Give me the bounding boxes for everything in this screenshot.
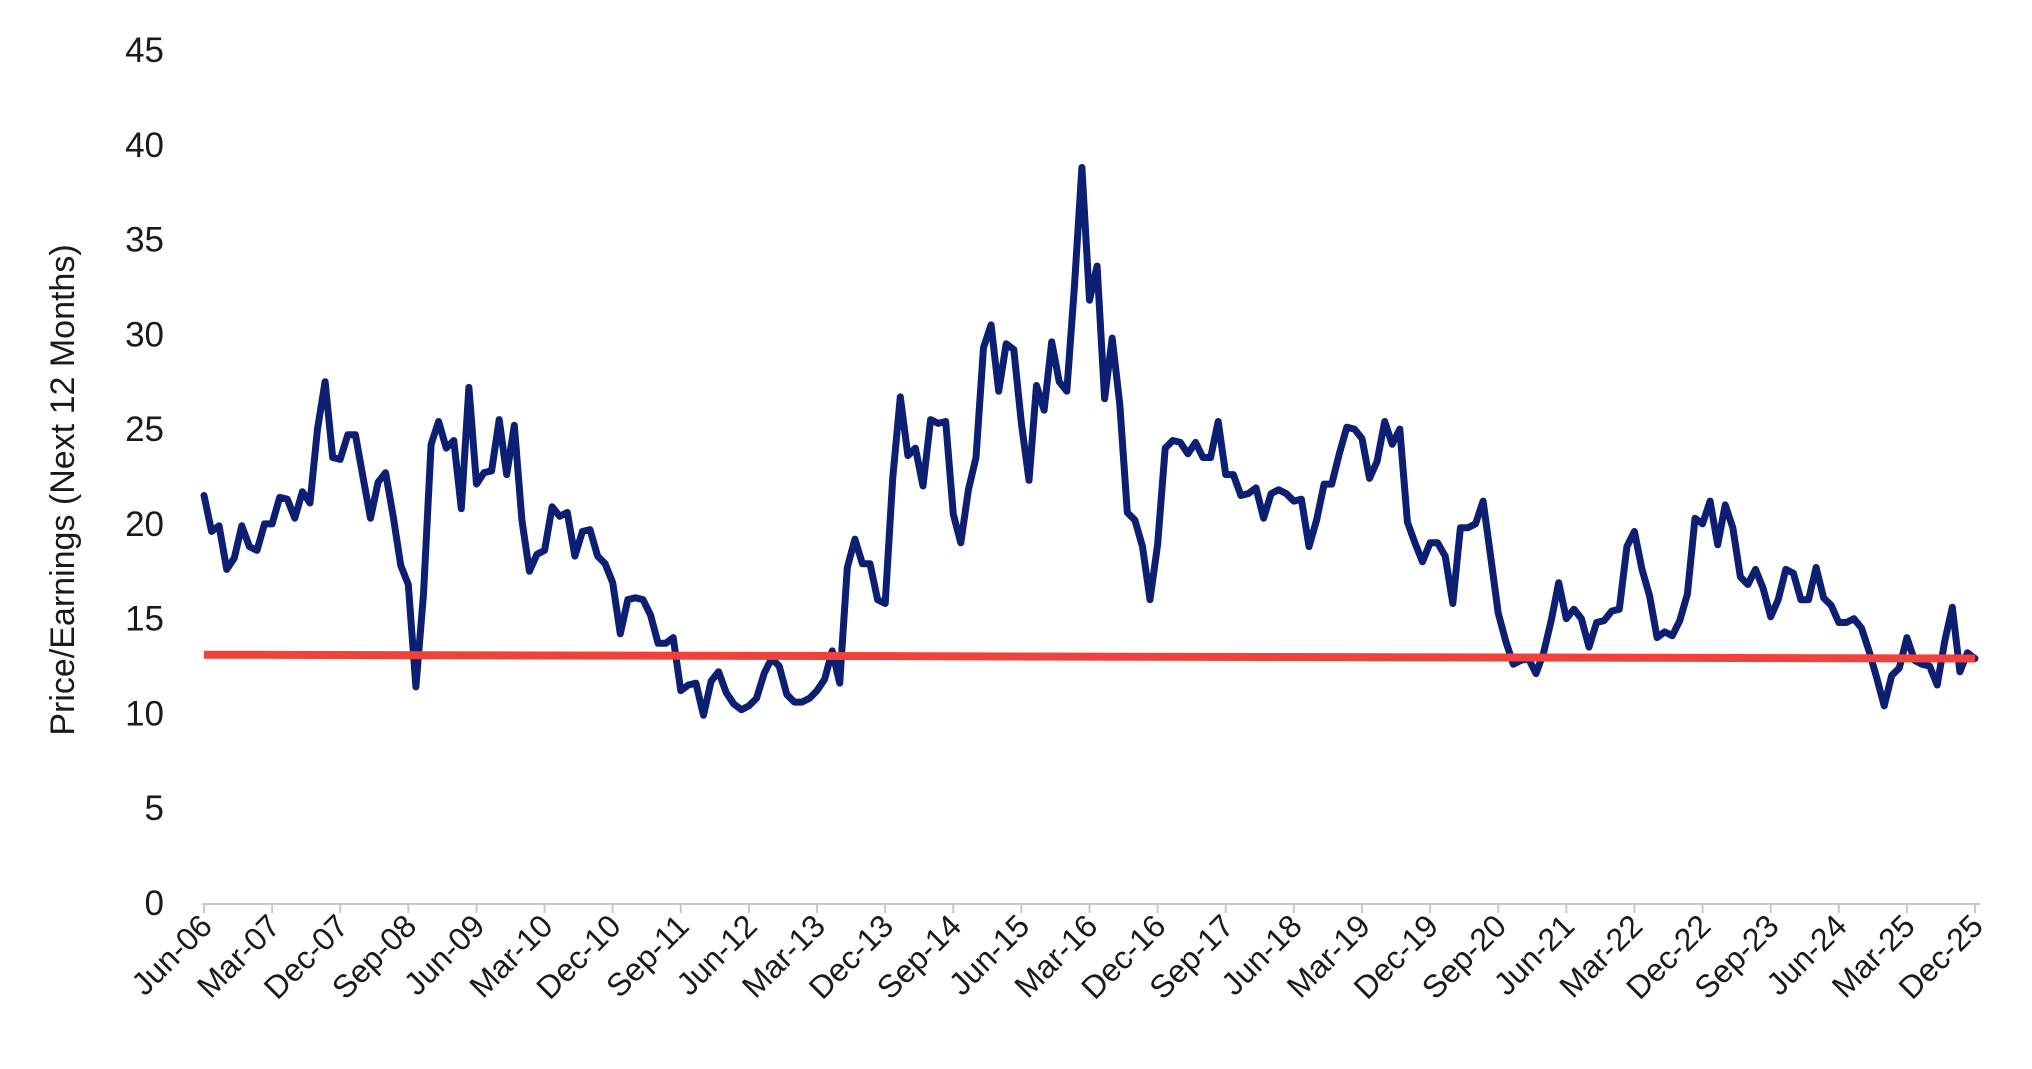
y-tick-label: 35 bbox=[125, 221, 164, 260]
y-axis-title-group: Price/Earnings (Next 12 Months) bbox=[44, 244, 82, 735]
average-pe-line bbox=[203, 650, 1976, 663]
y-tick-label: 5 bbox=[145, 789, 164, 828]
y-tick-label: 15 bbox=[125, 600, 164, 639]
y-tick-label: 45 bbox=[125, 31, 164, 70]
y-tick-label: 20 bbox=[125, 505, 164, 544]
y-tick-label: 0 bbox=[145, 884, 164, 923]
y-tick-label: 30 bbox=[125, 315, 164, 354]
series-layer bbox=[200, 164, 1979, 719]
y-tick-label: 25 bbox=[125, 410, 164, 449]
x-axis-ticks: Jun-06Mar-07Dec-07Sep-08Jun-09Mar-10Dec-… bbox=[124, 904, 1990, 1006]
y-axis-ticks: 0 5 10 15 20 25 30 35 40 45 bbox=[125, 31, 164, 923]
y-tick-label: 40 bbox=[125, 126, 164, 165]
y-tick-label: 10 bbox=[125, 694, 164, 733]
y-axis-title: Price/Earnings (Next 12 Months) bbox=[44, 244, 82, 735]
pe-ratio-series-line bbox=[200, 164, 1979, 719]
